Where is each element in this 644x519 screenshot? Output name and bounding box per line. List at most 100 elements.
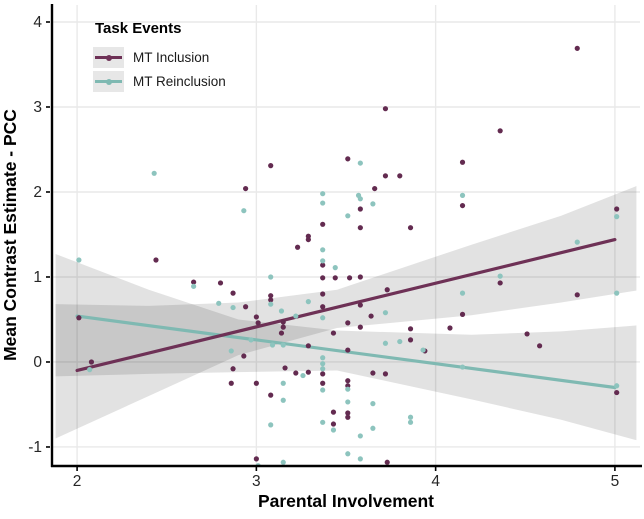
data-point [397,338,403,345]
data-point [320,221,326,227]
data-point [280,380,286,386]
data-point [230,366,236,372]
data-point [345,378,351,384]
data-point [382,340,389,346]
data-point [293,370,299,376]
legend-key-inclusion-icon [93,47,124,68]
data-point [614,389,620,396]
data-point [305,236,311,243]
data-point [332,265,338,271]
x-tick-label: 5 [611,473,620,490]
data-point [268,274,274,280]
data-point [459,192,466,198]
y-tick-label: 1 [33,269,42,286]
data-point [357,324,363,330]
data-point [88,359,95,365]
data-point [370,425,376,431]
data-point [255,320,261,326]
data-point [320,387,326,393]
data-point [280,319,286,325]
data-point [216,300,222,306]
data-point [320,200,326,206]
regression-line [75,237,617,373]
data-point [320,315,326,321]
data-point [384,287,390,293]
data-point [320,366,326,372]
legend-item-mt-reinclusion: MT Reinclusion [93,70,226,93]
data-point [320,380,326,386]
data-point [357,196,363,202]
data-point [278,330,285,336]
y-axis-title: Mean Contrast Estimate - PCC [0,109,20,361]
data-point [357,225,363,231]
data-point [253,314,259,320]
data-point [357,160,363,166]
data-point [459,290,466,296]
data-point [153,257,159,263]
data-point [497,128,503,134]
data-point [407,419,414,425]
data-point [320,247,326,253]
data-point [332,275,338,281]
data-point [268,163,274,169]
data-point [382,371,389,377]
data-point [357,302,363,308]
data-point [268,301,274,307]
data-point [253,456,259,462]
data-point [191,279,197,285]
y-tick-label: 2 [33,184,42,201]
data-point [345,410,351,416]
data-point [330,427,337,433]
data-point [280,342,286,348]
data-point [320,371,326,377]
data-point [497,273,503,279]
data-point [241,353,247,359]
data-point [320,355,326,361]
data-point [228,348,234,354]
data-layer [55,45,637,467]
data-point [497,280,503,286]
data-point [357,274,363,280]
data-point [346,275,353,281]
data-point [345,399,351,405]
data-point [151,170,157,176]
y-tick-label: 4 [33,14,42,31]
data-point [574,239,580,245]
data-point [345,451,351,457]
x-tick-label: 2 [73,473,82,490]
data-point [537,343,543,349]
data-point [614,206,620,212]
data-point [345,347,351,353]
data-point [320,304,326,310]
data-point [268,422,274,428]
data-point [278,308,285,314]
y-tick-label: 0 [33,354,42,371]
data-point [368,313,374,319]
data-point [293,313,299,319]
data-point [320,191,326,197]
data-point [524,331,530,337]
x-tick-label: 3 [252,473,261,490]
data-point [320,275,326,281]
data-point [574,45,580,51]
data-point [345,386,351,392]
data-point [76,257,82,263]
data-point [372,185,378,192]
confidence-band [55,254,637,441]
data-point [243,304,249,310]
data-point [320,361,326,367]
data-point [300,372,306,379]
data-point [459,202,466,209]
data-point [253,380,259,386]
data-point [384,459,390,465]
data-point [420,347,426,353]
legend-title: Task Events [95,20,182,37]
x-tick-label: 4 [431,473,440,490]
data-point [305,299,311,305]
data-point [370,401,376,407]
data-point [407,414,414,420]
data-point [370,201,376,207]
legend-item-label: MT Reinclusion [133,74,226,89]
data-point [357,456,363,462]
